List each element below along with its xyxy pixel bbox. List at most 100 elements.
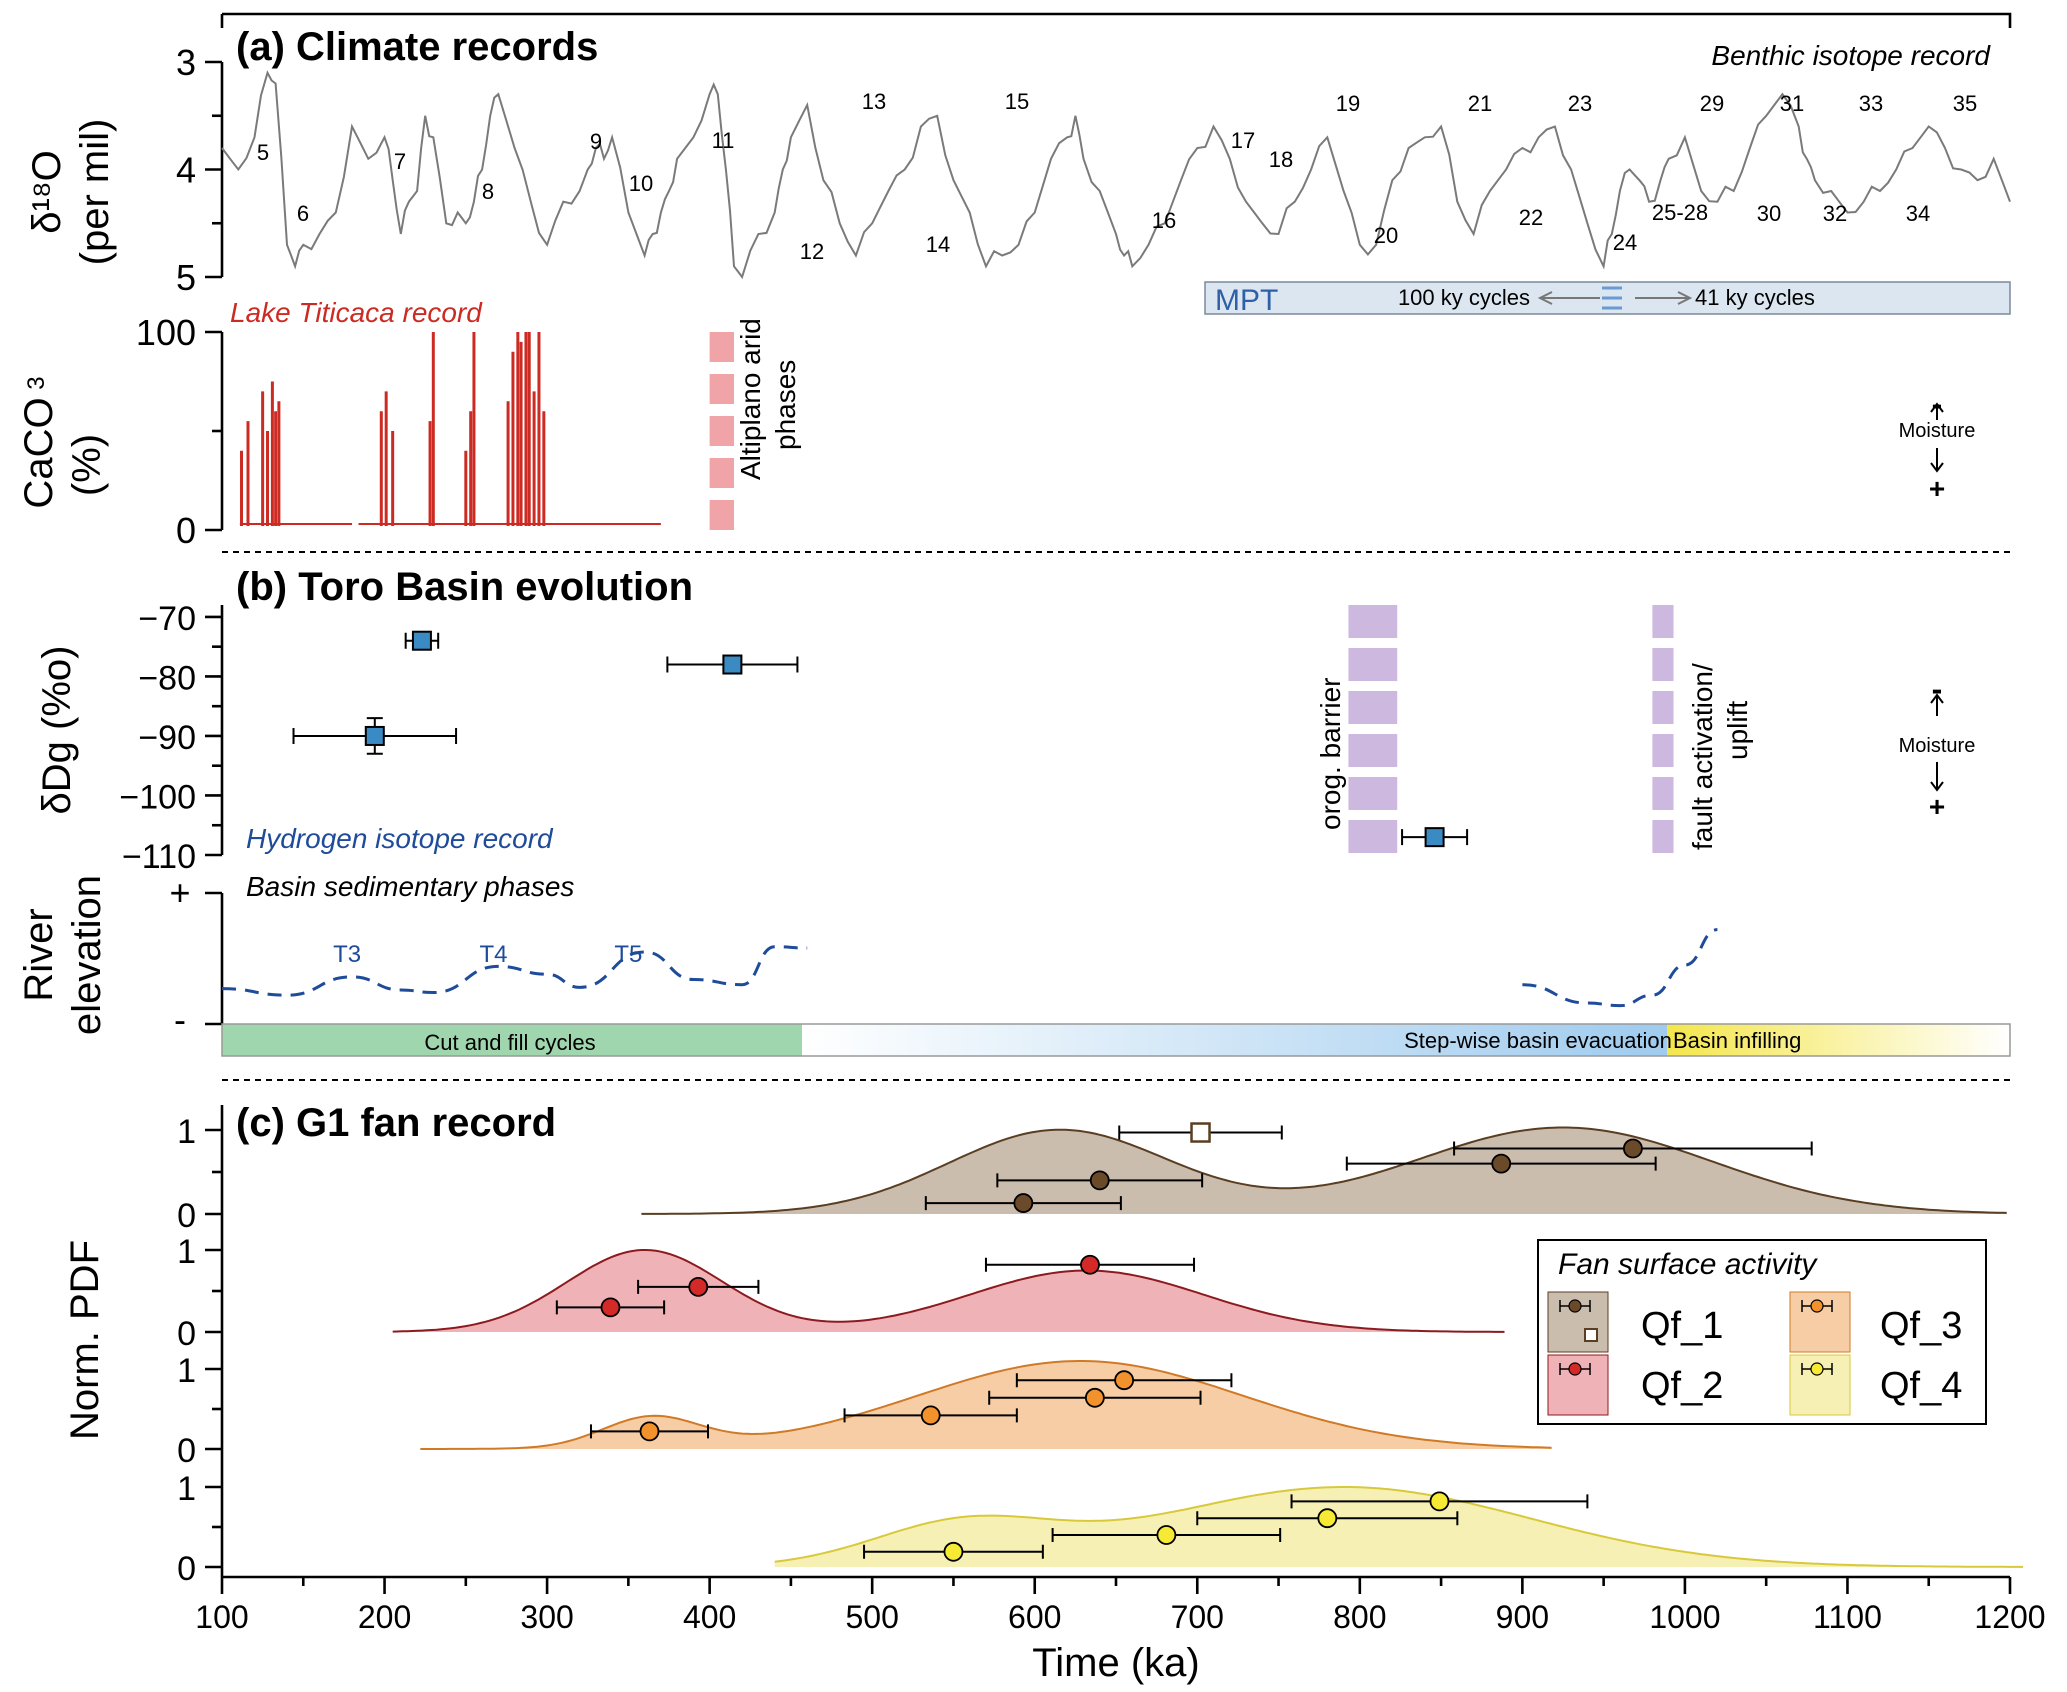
pdf-row-qf1 [641, 1122, 2007, 1215]
hydrogen-isotope-points [292, 630, 1469, 848]
mis-stage-label: 35 [1953, 91, 1977, 116]
mpt-left-text: 100 ky cycles [1398, 285, 1530, 310]
fault-activation-bar [1652, 734, 1674, 767]
mis-stage-label: 12 [800, 239, 824, 264]
river-elevation-line [221, 945, 808, 997]
pdf-tick-label: 0 [177, 1197, 196, 1235]
legend-label: Qf_3 [1880, 1305, 1962, 1347]
basin-phase-bars: Cut and fill cycles Step-wise basin evac… [221, 1023, 2011, 1057]
caco3-ylabel-sub: 3 [23, 376, 50, 389]
caco3-ylabel-line1: CaCO [17, 397, 61, 508]
river-plus-tick: + [169, 872, 190, 913]
river-ylabel-line1: River [17, 908, 61, 1001]
pdf-point [1429, 1491, 1450, 1512]
pdf-point [1084, 1387, 1105, 1408]
mis-stage-label: 16 [1152, 208, 1176, 233]
legend-marker [1810, 1299, 1824, 1313]
fault-activation-bar [1652, 648, 1674, 681]
orog-barrier-bar [1348, 648, 1398, 681]
moisture-indicator-b: - Moisture + [1899, 671, 1976, 822]
x-axis: 100 200 300 400 500 600 700 800 900 1000 1100 1200 … [195, 1575, 2046, 1685]
phase-bar-evacuation [802, 1024, 1667, 1056]
barrier-label: orog. barrier [1315, 677, 1346, 830]
fault-activation-bar [1652, 820, 1674, 853]
pdf-row-qf2 [392, 1249, 1505, 1333]
hydrogen-point [1424, 827, 1445, 848]
x-tick-label: 400 [683, 1599, 736, 1635]
mis-stage-label: 33 [1859, 91, 1883, 116]
phase-bar-infilling [1667, 1024, 2010, 1056]
x-tick-label: 800 [1333, 1599, 1386, 1635]
x-tick-label: 500 [845, 1599, 898, 1635]
mis-stage-label: 24 [1613, 230, 1637, 255]
x-tick-label: 1000 [1649, 1599, 1720, 1635]
mis-stage-label: 31 [1780, 91, 1804, 116]
mis-stage-label: 14 [926, 232, 950, 257]
fault-label-line1: fault activation/ [1687, 663, 1718, 850]
arid-phase-bar [709, 500, 735, 530]
mis-stage-label: 29 [1700, 91, 1724, 116]
pdf-point-open [1190, 1122, 1211, 1143]
mis-stage-label: 7 [394, 149, 406, 174]
arid-phase-bar [709, 458, 735, 488]
river-elevation-line [1522, 928, 1718, 1008]
pdf-row-qf3 [420, 1360, 1552, 1450]
river-minus-tick: - [174, 999, 186, 1040]
pdf-tick-label: 1 [177, 1470, 196, 1508]
mis-stage-label: 25-28 [1652, 200, 1708, 225]
legend-items: Qf_1 Qf_2 Qf_3 Qf_4 [1547, 1291, 1962, 1416]
panel-a-title: (a) Climate records [236, 25, 598, 69]
x-tick-label: 100 [195, 1599, 248, 1635]
arid-label-line1: Altiplano arid [735, 318, 766, 480]
phase-label-cut-fill: Cut and fill cycles [424, 1030, 595, 1055]
x-tick-label: 900 [1496, 1599, 1549, 1635]
arid-phase-bar [709, 416, 735, 446]
panel-b-title: (b) Toro Basin evolution [236, 565, 693, 609]
x-tick-label: 700 [1171, 1599, 1224, 1635]
dd-tick-label: −80 [138, 659, 196, 697]
legend-marker [1568, 1299, 1582, 1313]
altiplano-arid-bars [709, 332, 735, 530]
terrace-label: T5 [614, 941, 642, 968]
pdf-point [1317, 1508, 1338, 1529]
phase-bar-frame [221, 1023, 2011, 1057]
dd-tick-label: −110 [122, 838, 196, 876]
mis-stage-label: 6 [297, 201, 309, 226]
x-tick-label: 200 [358, 1599, 411, 1635]
mpt-right-text: 41 ky cycles [1695, 285, 1815, 310]
orog-barrier-bar [1348, 691, 1398, 724]
mis-stage-label: 18 [1269, 147, 1293, 172]
pdf-line [420, 1360, 1552, 1450]
terrace-labels: T3 T4 T5 [333, 941, 642, 968]
phase-label-evacuation: Step-wise basin evacuation [1404, 1028, 1672, 1053]
moisture-minus-b: - [1932, 671, 1943, 707]
titicaca-caco3-record [239, 332, 661, 527]
legend-marker [1810, 1362, 1824, 1376]
mis-stage-labels: 5 6 7 8 9 10 11 12 13 14 15 16 17 18 19 20 21 22 23 24 25-28… [257, 89, 1977, 264]
x-tick-label: 1200 [1974, 1599, 2045, 1635]
mis-stage-label: 34 [1906, 201, 1930, 226]
moisture-label-b: Moisture [1899, 735, 1976, 757]
pdf-fill [420, 1361, 1552, 1449]
mis-stage-label: 5 [257, 140, 269, 165]
pdf-point [1114, 1370, 1135, 1391]
fault-activation-bar [1652, 777, 1674, 810]
mis-stage-label: 22 [1519, 205, 1543, 230]
legend-label: Qf_4 [1880, 1365, 1962, 1407]
legend-label: Qf_1 [1641, 1305, 1723, 1347]
mis-stage-label: 32 [1823, 201, 1847, 226]
caco3-tick-label: 0 [176, 510, 196, 551]
fault-activation-bar [1652, 691, 1674, 724]
hydrogen-point [364, 725, 385, 746]
x-tick-label: 300 [520, 1599, 573, 1635]
mis-stage-label: 30 [1757, 201, 1781, 226]
arid-phase-bar [709, 332, 735, 362]
dd-ticks: −70 −80 −90 −100 −110 [119, 600, 222, 876]
pdf-tick-label: 0 [177, 1432, 196, 1470]
x-axis-label: Time (ka) [1032, 1641, 1199, 1685]
mpt-label: MPT [1215, 284, 1278, 317]
pdf-fill [392, 1250, 1505, 1332]
